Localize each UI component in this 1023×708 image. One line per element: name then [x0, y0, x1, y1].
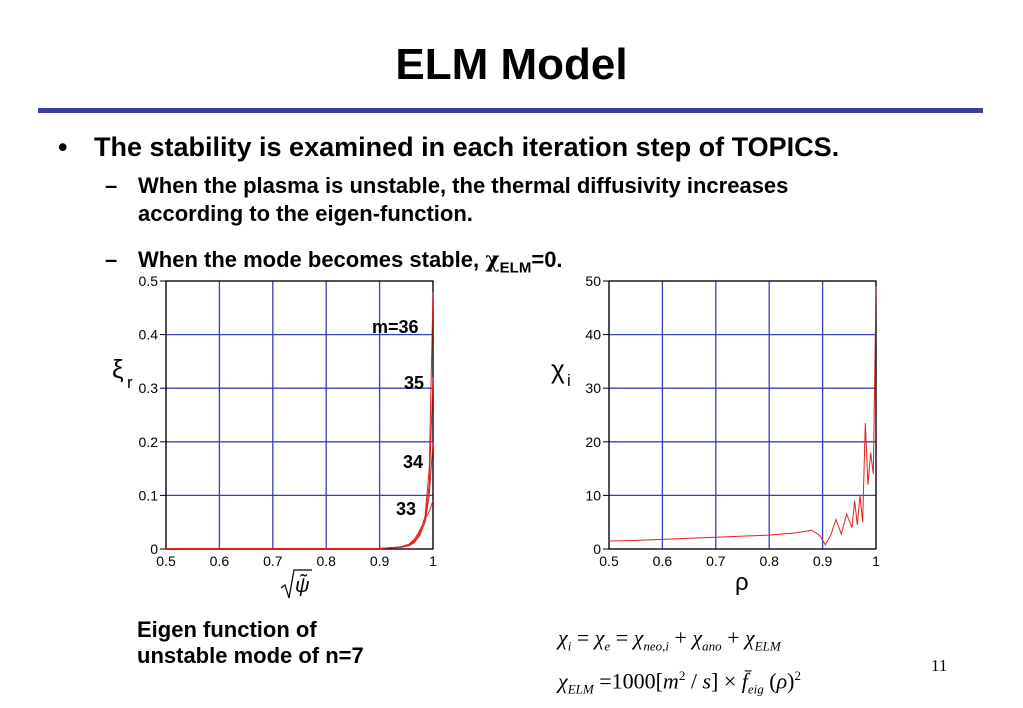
- chi-symbol: χ: [485, 247, 500, 273]
- sub-bullet-2-text: When the mode becomes stable, χELM=0.: [138, 246, 563, 282]
- mode-number-label: m=36: [372, 317, 419, 337]
- x-axis-label: ψ̃: [295, 573, 310, 597]
- x-tick-label: 0.9: [370, 553, 390, 569]
- formula-chi-elm: χELM =1000[m2 / s] × f̄eig (ρ)2: [558, 668, 801, 697]
- x-tick-label: 0.7: [706, 553, 726, 569]
- page-number: 11: [931, 656, 948, 675]
- x-tick-label: 0.5: [599, 553, 619, 569]
- sqrt-symbol: [280, 569, 312, 599]
- sub-bullet-1-line2: according to the eigen-function.: [138, 201, 473, 226]
- y-tick-label: 40: [585, 327, 601, 343]
- x-tick-label: 1: [429, 553, 437, 569]
- y-tick-label: 0.1: [139, 487, 159, 503]
- x-tick-label: 0.6: [210, 553, 230, 569]
- dash-marker: –: [105, 173, 118, 198]
- mode-number-label: 34: [403, 452, 423, 472]
- y-axis-label: ξ: [112, 354, 124, 384]
- x-tick-label: 0.6: [653, 553, 673, 569]
- series-line: [166, 377, 434, 549]
- series-line: [166, 500, 434, 549]
- caption-line-1: Eigen function of: [137, 617, 317, 642]
- sub-bullet-1-line1: When the plasma is unstable, the thermal…: [138, 173, 789, 198]
- plot-frame: [608, 280, 877, 550]
- series-line: [608, 286, 877, 546]
- y-tick-label: 0.5: [139, 273, 159, 289]
- y-tick-label: 10: [585, 487, 601, 503]
- figure-caption: Eigen function of unstable mode of n=7: [137, 617, 364, 669]
- sub-bullet-2-lead: When the mode becomes stable,: [138, 247, 486, 272]
- x-tick-label: 0.5: [156, 553, 176, 569]
- y-axis-label-subscript: r: [127, 373, 133, 392]
- x-tick-label: 1: [872, 553, 880, 569]
- main-bullet-text: The stability is examined in each iterat…: [94, 132, 840, 162]
- mode-number-label: 33: [396, 499, 416, 519]
- y-tick-label: 0.2: [139, 434, 159, 450]
- y-tick-label: 0.3: [139, 380, 159, 396]
- title-divider: [38, 108, 983, 113]
- y-axis-label-subscript: i: [567, 371, 571, 390]
- bullet-marker: •: [58, 132, 68, 162]
- dash-marker: –: [105, 247, 118, 272]
- x-tick-label: 0.8: [759, 553, 779, 569]
- y-tick-label: 50: [585, 273, 601, 289]
- x-tick-label: 0.8: [316, 553, 336, 569]
- y-tick-label: 0: [593, 541, 601, 557]
- y-tick-label: 0.4: [139, 327, 159, 343]
- slide-title: ELM Model: [395, 40, 628, 89]
- x-axis-label: ρ: [735, 569, 749, 596]
- y-tick-label: 20: [585, 434, 601, 450]
- x-tick-label: 0.7: [263, 553, 283, 569]
- y-tick-label: 30: [585, 380, 601, 396]
- sub-bullet-2-tail: =0.: [531, 247, 563, 272]
- caption-line-2: unstable mode of n=7: [137, 643, 364, 668]
- formula-chi-total: χi = χe = χneo,i + χano + χELM: [558, 625, 781, 654]
- chi-subscript: ELM: [499, 259, 532, 277]
- plot-frame: [165, 280, 434, 550]
- mode-number-label: 35: [404, 373, 424, 393]
- y-tick-label: 0: [150, 541, 158, 557]
- left-chart: 0.5 0.6 0.7 0.8 0.9 1 0 0.1 0.2 0.3 0.4 0.5 ξ r ψ̃ m=36…: [112, 273, 437, 599]
- x-tick-label: 0.9: [813, 553, 833, 569]
- y-axis-label: χ: [551, 354, 565, 384]
